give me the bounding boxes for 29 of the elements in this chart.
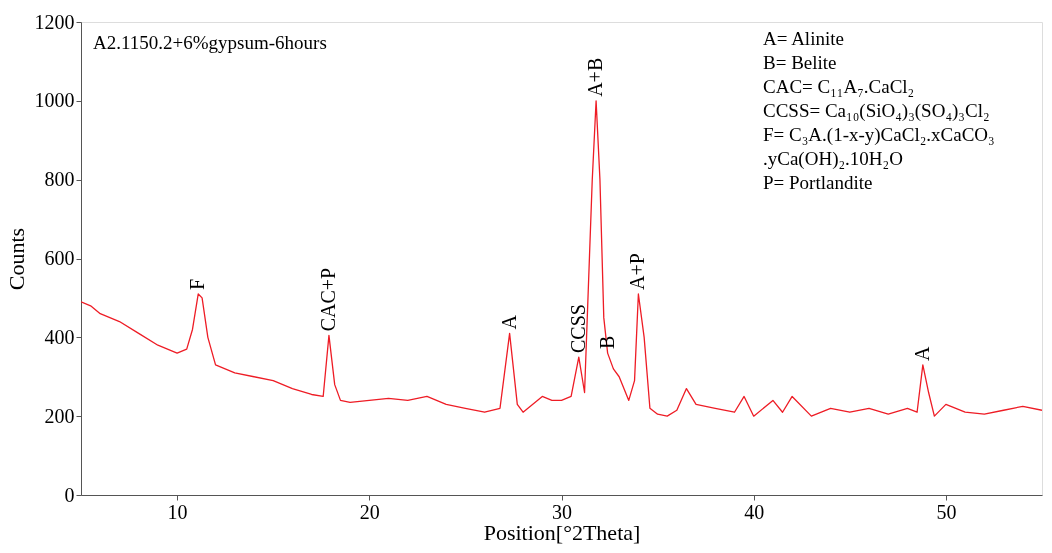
annotation: CAC+P	[316, 267, 339, 332]
x-tick-label: 20	[359, 500, 380, 523]
annotation: B= Belite	[763, 52, 837, 73]
annotation: A= Alinite	[763, 28, 844, 49]
y-tick-label: 0	[64, 483, 75, 506]
annotation: CCSS= Ca₁₀(SiO₄)₃(SO₄)₃Cl₂	[763, 100, 990, 122]
y-tick-label: 400	[44, 325, 75, 348]
line-series	[81, 100, 1042, 417]
annotation: CAC= C₁₁A₇.CaCl₂	[763, 76, 915, 97]
annotation: CCSS	[566, 304, 589, 354]
annotation: A+B	[584, 57, 607, 97]
annotation: A	[910, 345, 933, 361]
y-axis-title: Counts	[3, 227, 29, 291]
x-tick-label: 40	[744, 500, 765, 523]
annotation: .yCa(OH)₂.10H₂O	[763, 148, 903, 170]
x-tick-label: 10	[167, 500, 188, 523]
x-tick-label: 50	[936, 500, 957, 523]
annotation: P= Portlandite	[763, 172, 873, 193]
annotation: F= C₃A.(1-x-y)CaCl₂.xCaCO₃	[763, 124, 995, 146]
annotation: A	[497, 314, 520, 330]
annotation: F	[186, 278, 209, 290]
text: A2.1150.2+6%gypsum-6hours	[93, 32, 327, 53]
y-tick-label: 600	[44, 247, 75, 269]
y-tick-label: 800	[44, 168, 75, 191]
annotation: B	[595, 335, 618, 350]
y-tick-label: 1200	[34, 10, 75, 33]
annotation: A+P	[626, 253, 649, 290]
y-tick-label: 1000	[34, 89, 75, 112]
y-tick-label: 200	[44, 404, 75, 427]
